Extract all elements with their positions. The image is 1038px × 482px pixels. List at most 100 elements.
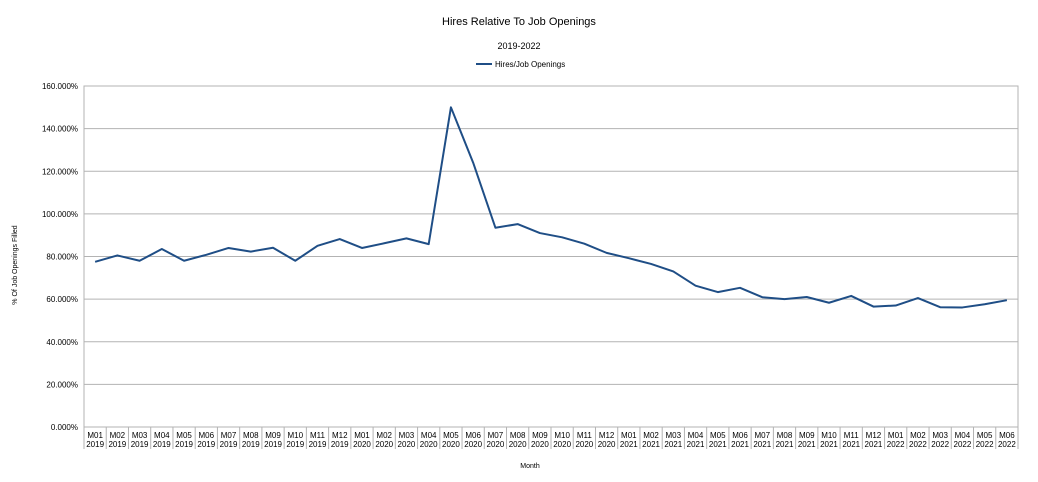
x-axis-label: Month [520, 463, 540, 470]
x-tick-label-month: M08 [243, 431, 259, 440]
x-tick-label-year: 2020 [353, 440, 371, 449]
x-tick-label-month: M11 [577, 431, 593, 440]
x-tick-label-year: 2020 [420, 440, 438, 449]
x-tick-label-year: 2019 [197, 440, 215, 449]
x-tick-label-year: 2022 [931, 440, 949, 449]
x-tick-label-month: M03 [932, 431, 948, 440]
y-tick-label: 40.000% [46, 338, 78, 347]
x-tick-label-month: M05 [710, 431, 726, 440]
x-tick-label-month: M03 [666, 431, 682, 440]
x-tick-label-month: M01 [888, 431, 904, 440]
x-tick-label-year: 2021 [620, 440, 638, 449]
x-tick-label-month: M01 [621, 431, 637, 440]
y-tick-label: 120.000% [42, 167, 78, 176]
x-tick-label-year: 2021 [664, 440, 682, 449]
x-tick-label-month: M02 [643, 431, 659, 440]
x-tick-label-year: 2021 [642, 440, 660, 449]
x-tick-label-year: 2019 [331, 440, 349, 449]
x-tick-label-year: 2021 [820, 440, 838, 449]
x-tick-label-month: M12 [599, 431, 615, 440]
x-tick-label-month: M10 [287, 431, 303, 440]
x-tick-label-month: M02 [110, 431, 126, 440]
x-tick-label-year: 2019 [108, 440, 126, 449]
y-tick-label: 100.000% [42, 210, 78, 219]
x-tick-label-month: M06 [999, 431, 1015, 440]
y-tick-label: 140.000% [42, 125, 78, 134]
x-tick-label-month: M02 [376, 431, 392, 440]
x-tick-label-year: 2020 [375, 440, 393, 449]
x-tick-label-year: 2022 [909, 440, 927, 449]
x-tick-label-year: 2021 [842, 440, 860, 449]
y-tick-label: 80.000% [46, 253, 78, 262]
x-tick-label-month: M10 [821, 431, 837, 440]
x-tick-label-year: 2021 [776, 440, 794, 449]
x-axis-ticks: M012019M022019M032019M042019M052019M0620… [83, 427, 1019, 449]
x-tick-label-month: M11 [310, 431, 326, 440]
x-tick-label-month: M04 [421, 431, 437, 440]
x-tick-label-year: 2021 [753, 440, 771, 449]
x-tick-label-month: M07 [754, 431, 770, 440]
x-tick-label-year: 2020 [531, 440, 549, 449]
x-tick-label-year: 2021 [709, 440, 727, 449]
x-tick-label-month: M08 [510, 431, 526, 440]
series-layer [94, 106, 1008, 309]
x-tick-label-year: 2019 [175, 440, 193, 449]
x-tick-label-year: 2020 [398, 440, 416, 449]
x-tick-label-month: M08 [777, 431, 793, 440]
x-tick-label-month: M07 [221, 431, 237, 440]
y-axis-label: % Of Job Openings Filled [12, 225, 19, 304]
series-line-hires-job-openings [94, 106, 1008, 309]
x-tick-label-month: M12 [332, 431, 348, 440]
x-tick-label-year: 2021 [798, 440, 816, 449]
x-tick-label-month: M06 [732, 431, 748, 440]
x-tick-label-year: 2019 [309, 440, 327, 449]
x-tick-label-month: M09 [532, 431, 548, 440]
x-tick-label-month: M04 [955, 431, 971, 440]
y-axis-ticks: 0.000% 20.000% 40.000% 60.000% 80.000% 100.00… [42, 82, 78, 432]
x-tick-label-year: 2022 [998, 440, 1016, 449]
x-tick-label-month: M01 [87, 431, 103, 440]
x-tick-label-year: 2020 [509, 440, 527, 449]
y-tick-label: 60.000% [46, 295, 78, 304]
x-tick-label-month: M05 [977, 431, 993, 440]
x-tick-label-year: 2022 [954, 440, 972, 449]
x-tick-label-month: M02 [910, 431, 926, 440]
x-tick-label-month: M12 [866, 431, 882, 440]
x-tick-label-year: 2020 [464, 440, 482, 449]
legend-label: Hires/Job Openings [495, 60, 565, 69]
x-tick-label-year: 2020 [553, 440, 571, 449]
x-tick-label-month: M09 [799, 431, 815, 440]
y-tick-label: 160.000% [42, 82, 78, 91]
x-tick-label-month: M06 [199, 431, 215, 440]
legend: Hires/Job Openings [476, 60, 565, 69]
x-tick-label-year: 2019 [264, 440, 282, 449]
x-tick-label-year: 2021 [687, 440, 705, 449]
x-tick-label-month: M04 [688, 431, 704, 440]
x-tick-label-month: M09 [265, 431, 281, 440]
x-tick-label-month: M01 [354, 431, 370, 440]
x-tick-label-month: M05 [443, 431, 459, 440]
x-tick-label-year: 2020 [487, 440, 505, 449]
x-tick-label-month: M11 [844, 431, 860, 440]
x-tick-label-year: 2021 [731, 440, 749, 449]
x-tick-label-month: M04 [154, 431, 170, 440]
x-tick-label-year: 2019 [153, 440, 171, 449]
x-tick-label-year: 2020 [442, 440, 460, 449]
x-tick-label-year: 2019 [86, 440, 104, 449]
x-tick-label-month: M10 [554, 431, 570, 440]
x-tick-label-year: 2022 [976, 440, 994, 449]
x-tick-label-month: M03 [399, 431, 415, 440]
x-tick-label-year: 2022 [887, 440, 905, 449]
x-tick-label-month: M03 [132, 431, 148, 440]
x-tick-label-month: M06 [465, 431, 481, 440]
x-tick-label-year: 2020 [575, 440, 593, 449]
y-tick-label: 20.000% [46, 380, 78, 389]
x-tick-label-month: M05 [176, 431, 192, 440]
x-tick-label-year: 2019 [131, 440, 149, 449]
x-tick-label-year: 2019 [242, 440, 260, 449]
chart-subtitle: 2019-2022 [497, 41, 540, 51]
x-tick-label-year: 2019 [220, 440, 238, 449]
x-tick-label-month: M07 [488, 431, 504, 440]
